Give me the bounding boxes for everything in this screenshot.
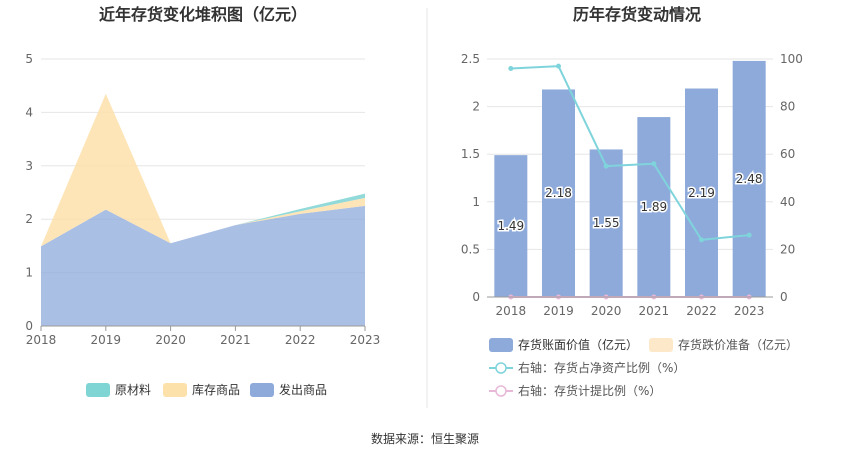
right-y2-tick-label: 20 <box>780 242 795 256</box>
left-x-tick-label: 2020 <box>155 333 186 347</box>
right-chart-title: 历年存货变动情况 <box>573 5 701 24</box>
legend-swatch <box>86 383 110 397</box>
right-x-tick-label: 2020 <box>591 304 622 318</box>
line-point <box>556 63 561 69</box>
right-y-tick-label: 0.5 <box>461 242 480 256</box>
right-chart-legend[interactable]: 存货账面价值（亿元） 存货跌价准备（亿元） 右轴：存货占净资产比例（%） 右轴：存货计… <box>489 337 798 398</box>
bar-value-label: 1.55 <box>593 216 620 230</box>
left-y-tick-label: 4 <box>25 105 33 119</box>
right-x-tick-label: 2018 <box>496 304 527 318</box>
left-x-tick-label: 2019 <box>91 333 122 347</box>
legend-label: 右轴：存货计提比例（%） <box>518 383 661 398</box>
legend-label: 存货账面价值（亿元） <box>518 337 638 352</box>
legend-swatch <box>649 338 673 352</box>
left-x-tick-label: 2018 <box>26 333 57 347</box>
left-y-tick-label: 5 <box>25 52 33 66</box>
legend-line-marker <box>495 362 507 374</box>
right-x-tick-label: 2023 <box>734 304 765 318</box>
legend-label: 库存商品 <box>192 382 240 397</box>
left-chart-title: 近年存货变化堆积图（亿元） <box>99 5 307 24</box>
right-y-tick-label: 1.5 <box>461 147 480 161</box>
line-point <box>508 66 514 72</box>
right-y2-tick-label: 60 <box>780 147 795 161</box>
legend-label: 原材料 <box>115 383 151 397</box>
bar <box>685 88 718 298</box>
legend-label: 右轴：存货占净资产比例（%） <box>518 360 685 375</box>
left-y-tick-label: 2 <box>25 212 33 226</box>
area-series-1 <box>41 93 365 247</box>
line-point <box>603 163 609 169</box>
bar-value-label: 2.48 <box>736 172 763 186</box>
right-y2-tick-label: 100 <box>780 52 803 66</box>
right-y-tick-label: 2 <box>472 100 480 114</box>
right-chart-grid <box>487 58 773 250</box>
right-y2-tick-label: 80 <box>780 100 795 114</box>
bar-value-label: 1.89 <box>640 200 667 214</box>
right-x-tick-label: 2019 <box>543 304 574 318</box>
right-y-tick-label: 0 <box>472 290 480 304</box>
line-series-2 <box>510 65 750 241</box>
legend-swatch <box>163 383 187 397</box>
bar <box>542 89 575 298</box>
right-y2-tick-label: 0 <box>780 290 788 304</box>
bar <box>589 149 623 297</box>
right-x-tick-label: 2022 <box>686 304 717 318</box>
legend-line-marker <box>495 385 507 397</box>
left-x-tick-label: 2022 <box>285 333 316 347</box>
right-x-tick-label: 2021 <box>639 304 670 318</box>
right-y2-tick-label: 40 <box>780 195 795 209</box>
bar <box>732 60 766 298</box>
left-y-tick-label: 1 <box>25 266 33 280</box>
left-y-tick-label: 0 <box>25 319 33 333</box>
bar-value-label: 1.49 <box>497 219 524 233</box>
legend-swatch <box>250 383 274 397</box>
left-chart-axes: 0 1 2 3 4 5 2018 2019 2020 2021 2022 2023 <box>25 52 380 347</box>
line-point <box>746 232 752 238</box>
left-y-tick-label: 3 <box>25 159 33 173</box>
bar <box>494 155 528 297</box>
legend-label: 发出商品 <box>279 382 327 397</box>
left-chart-areas <box>41 93 365 326</box>
legend-label: 存货跌价准备（亿元） <box>678 337 798 352</box>
legend-swatch <box>489 338 513 352</box>
right-chart-bars: 1.49 2.18 1.55 1.89 2.19 2.48 <box>494 60 766 298</box>
area-series-0 <box>41 205 365 326</box>
right-y-tick-label: 2.5 <box>461 52 480 66</box>
right-chart-axes: 0 0.5 1 1.5 2 2.5 0 20 40 60 80 100 2018 2019 2020 2021… <box>461 52 803 318</box>
left-chart-legend[interactable]: 原材料 库存商品 发出商品 <box>86 382 327 397</box>
left-x-tick-label: 2021 <box>220 333 251 347</box>
source-label: 数据来源：恒生聚源 <box>371 431 479 446</box>
bar-value-label: 2.18 <box>545 186 572 200</box>
bar <box>637 117 671 298</box>
left-x-tick-label: 2023 <box>350 333 381 347</box>
bar-value-label: 2.19 <box>688 186 715 200</box>
line-point <box>699 237 704 243</box>
right-y-tick-label: 1 <box>472 195 480 209</box>
line-point <box>651 161 657 167</box>
